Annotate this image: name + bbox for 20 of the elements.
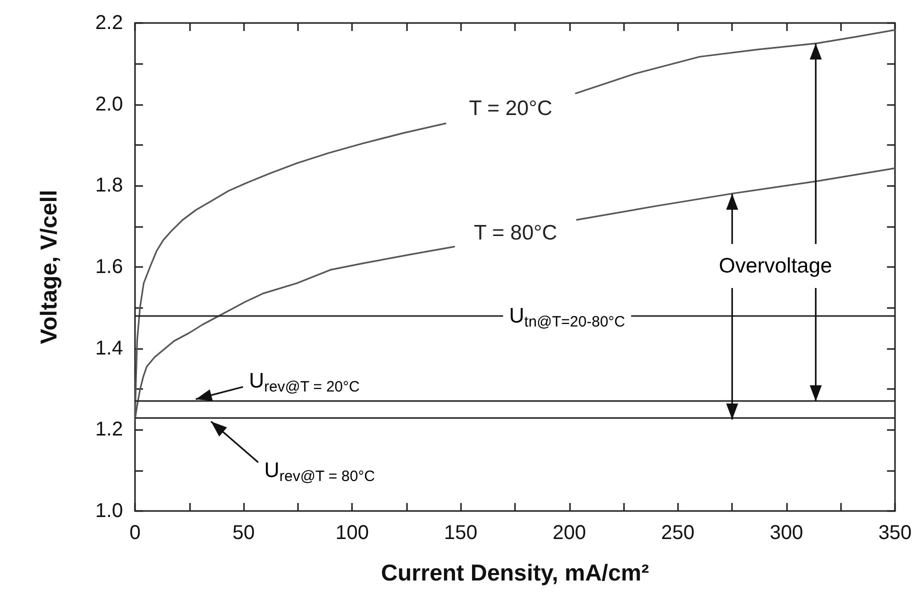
y-tick-label: 1.4 bbox=[95, 337, 123, 360]
x-tick-label: 100 bbox=[335, 522, 369, 544]
series-label: T = 20°C bbox=[469, 96, 552, 120]
y-tick-label: 1.2 bbox=[95, 418, 123, 441]
x-tick-label: 350 bbox=[878, 522, 912, 544]
y-tick-label: 2.0 bbox=[95, 93, 123, 116]
x-tick-label: 250 bbox=[661, 522, 695, 544]
x-tick-label: 50 bbox=[232, 522, 255, 544]
y-axis-title: Voltage, V/cell bbox=[36, 190, 62, 344]
x-tick-label: 300 bbox=[770, 522, 804, 544]
x-tick-label: 0 bbox=[129, 522, 141, 544]
x-tick-label: 150 bbox=[444, 522, 478, 544]
x-axis-title: Current Density, mA/cm² bbox=[381, 560, 650, 586]
annotation: Overvoltage bbox=[718, 254, 832, 278]
y-tick-label: 1.0 bbox=[95, 500, 123, 522]
y-tick-label: 2.2 bbox=[95, 12, 123, 34]
y-tick-label: 1.8 bbox=[95, 174, 123, 197]
series-label: T = 80°C bbox=[474, 222, 558, 245]
y-tick-label: 1.6 bbox=[95, 256, 123, 278]
x-tick-label: 200 bbox=[552, 522, 586, 544]
